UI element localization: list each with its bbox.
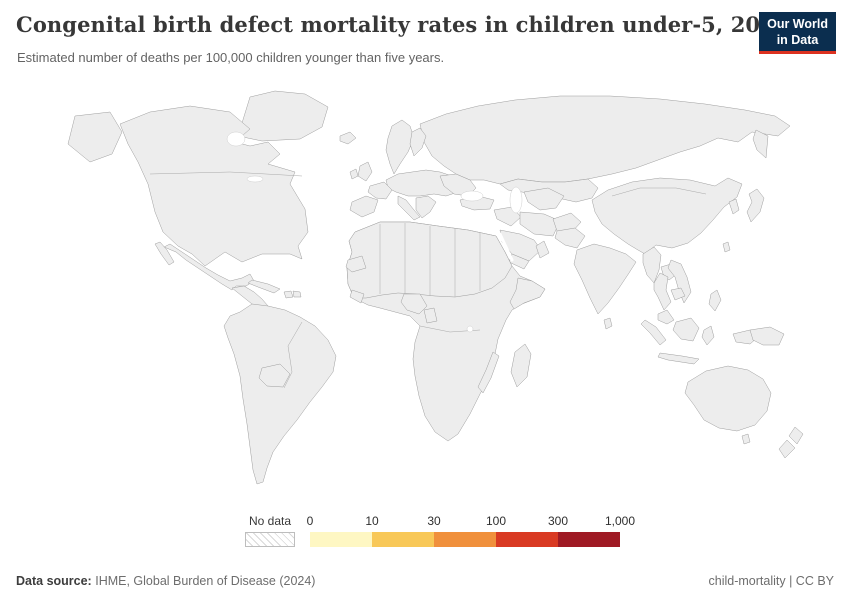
region-bolivia[interactable] [258,363,291,388]
region-iceland[interactable] [339,131,357,145]
legend-bin-30-100[interactable] [434,532,496,547]
region-western-sahara[interactable] [345,255,367,273]
region-japan[interactable] [746,188,765,223]
region-afghanistan[interactable] [552,212,582,233]
region-greenland[interactable] [237,90,329,142]
region-thailand[interactable] [653,272,672,311]
region-sumatra[interactable] [640,319,667,346]
region-iberia[interactable] [349,195,379,218]
owid-logo[interactable]: Our World in Data [759,12,836,55]
region-yemen[interactable] [508,253,530,270]
country-border-line [611,187,707,197]
region-somalia[interactable] [509,277,546,310]
region-guinea[interactable] [349,289,365,304]
region-mexico[interactable] [163,243,255,291]
page-subtitle: Estimated number of deaths per 100,000 c… [17,50,445,65]
region-baja-california[interactable] [154,241,175,266]
region-madagascar[interactable] [510,343,532,388]
region-cuba[interactable] [247,279,281,294]
region-java[interactable] [657,352,700,365]
red-sea [498,232,514,262]
region-sulawesi[interactable] [701,325,715,346]
region-alaska[interactable] [67,111,123,163]
persian-gulf [518,228,542,240]
region-new-zealand-south[interactable] [778,439,796,459]
region-vietnam[interactable] [667,259,692,304]
region-france[interactable] [367,181,393,200]
legend-color-bar [310,532,620,547]
region-sri-lanka[interactable] [603,317,613,330]
caspian-sea [509,186,523,214]
data-source: Data source: IHME, Global Burden of Dise… [16,574,315,588]
region-haiti[interactable] [283,290,294,299]
region-borneo[interactable] [672,317,700,342]
legend-tick-1000: 1,000 [604,514,636,528]
legend-no-data-label: No data [248,514,292,528]
data-source-value: IHME, Global Burden of Disease (2024) [95,574,316,588]
country-border-line [149,171,303,177]
black-sea [460,190,484,202]
region-taiwan[interactable] [722,241,731,253]
region-tasmania[interactable] [741,433,751,445]
region-cambodia[interactable] [670,287,686,301]
legend-tick-0: 0 [306,514,314,528]
data-source-label: Data source: [16,574,92,588]
region-kamchatka[interactable] [752,129,769,159]
hudson-bay [226,131,246,147]
region-balkans[interactable] [415,195,437,219]
region-pakistan[interactable] [554,227,586,249]
legend-tick-300: 300 [547,514,569,528]
region-russia[interactable] [419,95,791,185]
legend-no-data-swatch[interactable] [245,532,295,547]
region-new-zealand-north[interactable] [788,426,804,445]
region-nigeria[interactable] [400,293,428,315]
owid-logo-line1: Our World [767,17,828,31]
great-lakes [246,175,264,183]
region-oman[interactable] [535,240,550,259]
region-malaysia[interactable] [657,309,675,325]
region-australia[interactable] [684,365,772,432]
region-north-africa-sahel[interactable] [346,221,513,299]
region-dominican-republic[interactable] [292,290,302,298]
region-united-kingdom[interactable] [357,161,373,182]
map-legend: No data 0 10 30 100 300 1,000 [0,513,850,557]
license-note: child-mortality | CC BY [708,574,835,588]
region-italy[interactable] [397,195,421,221]
legend-tick-10: 10 [365,514,379,528]
region-india[interactable] [573,243,637,315]
legend-bin-0-10[interactable] [310,532,372,547]
region-scandinavia[interactable] [385,119,415,175]
lake-victoria [466,325,474,333]
region-myanmar[interactable] [642,246,662,284]
region-papua-new-guinea[interactable] [749,326,785,346]
region-iran[interactable] [519,211,561,237]
region-ireland[interactable] [349,168,359,180]
legend-bin-10-30[interactable] [372,532,434,547]
country-border-line [283,321,303,389]
region-philippines[interactable] [708,289,722,312]
world-choropleth-map [67,90,804,485]
region-cameroon[interactable] [423,307,438,324]
region-china-mongolia[interactable] [591,177,743,255]
page-title: Congenital birth defect mortality rates … [16,12,790,37]
legend-tick-100: 100 [485,514,507,528]
region-mozambique[interactable] [477,351,500,394]
legend-bin-300-1000[interactable] [558,532,620,547]
region-south-america[interactable] [223,303,337,485]
region-south-korea[interactable] [728,198,740,215]
legend-bin-100-300[interactable] [496,532,558,547]
owid-logo-accent [759,51,836,55]
legend-tick-30: 30 [427,514,441,528]
region-turkmenistan-uzbekistan[interactable] [523,187,565,211]
region-finland[interactable] [409,127,427,157]
chart-footer: Data source: IHME, Global Burden of Dise… [0,562,850,600]
owid-logo-line2: in Data [776,32,819,47]
